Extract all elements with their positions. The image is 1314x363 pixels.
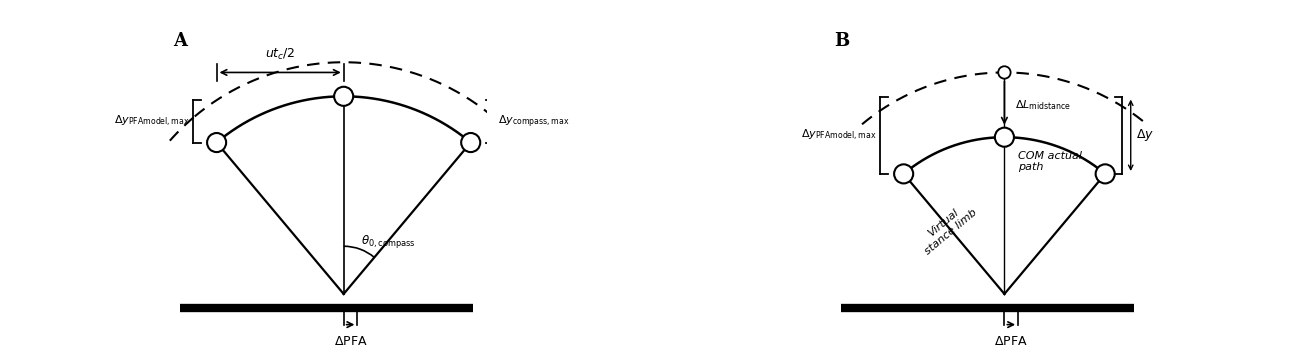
Text: $\Delta y_{\mathrm{compass,max}}$: $\Delta y_{\mathrm{compass,max}}$ (498, 113, 569, 130)
Circle shape (999, 66, 1010, 79)
Circle shape (334, 87, 353, 106)
Text: $\Delta L_{\mathrm{midstance}}$: $\Delta L_{\mathrm{midstance}}$ (1014, 98, 1071, 112)
Circle shape (461, 133, 480, 152)
Text: $\Delta y$: $\Delta y$ (1135, 127, 1154, 143)
Text: $ut_c/2$: $ut_c/2$ (265, 47, 296, 62)
Text: Virtual
stance limb: Virtual stance limb (916, 198, 979, 256)
Text: $\Delta y_{\mathrm{PFAmodel,max}}$: $\Delta y_{\mathrm{PFAmodel,max}}$ (800, 128, 876, 143)
Circle shape (995, 128, 1014, 147)
Text: $\Delta y_{\mathrm{PFAmodel,max}}$: $\Delta y_{\mathrm{PFAmodel,max}}$ (114, 114, 189, 129)
Circle shape (894, 164, 913, 183)
Circle shape (1096, 164, 1114, 183)
Text: B: B (834, 32, 849, 50)
Text: $\Delta\mathrm{PFA}$: $\Delta\mathrm{PFA}$ (334, 335, 368, 348)
Text: A: A (173, 32, 188, 50)
Text: $\theta_{0,\mathrm{compass}}$: $\theta_{0,\mathrm{compass}}$ (361, 233, 415, 250)
Circle shape (208, 133, 226, 152)
Text: $\Delta\mathrm{PFA}$: $\Delta\mathrm{PFA}$ (995, 335, 1028, 348)
Text: COM actual
path: COM actual path (1018, 151, 1081, 172)
